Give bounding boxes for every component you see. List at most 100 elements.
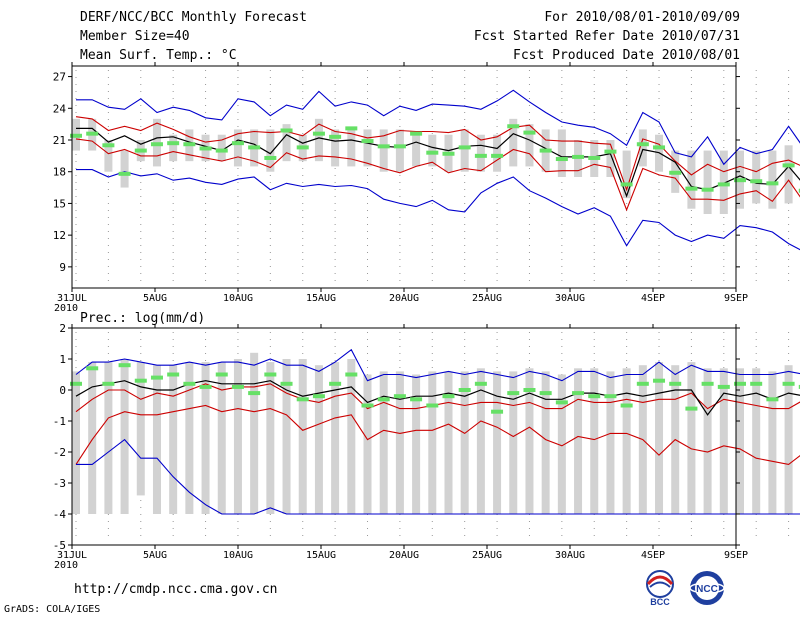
prec-median-mark	[167, 372, 180, 377]
chart-title: DERF/NCC/BCC Monthly Forecast	[80, 10, 307, 25]
temp-box	[525, 124, 534, 167]
prec-median-mark	[329, 381, 342, 386]
temp-box	[703, 150, 712, 214]
prec-median-mark	[669, 381, 682, 386]
temp-xtick-label: 15AUG	[306, 293, 336, 304]
prec-median-mark	[458, 388, 471, 392]
prec-median-mark	[523, 388, 536, 392]
prec-xtick-label: 15AUG	[306, 550, 336, 561]
prec-box	[379, 371, 388, 514]
temp-plot-frame	[71, 65, 737, 289]
temp-xtick-label: 10AUG	[223, 293, 253, 304]
prec-xtick-label: 25AUG	[472, 550, 502, 561]
prec-median-mark	[86, 366, 99, 371]
temp-median-mark	[296, 145, 309, 150]
prec-median-mark	[134, 378, 147, 383]
temp-ytick-label: 9	[59, 261, 66, 274]
temp-median-mark	[458, 145, 471, 150]
prec-median-mark	[442, 394, 455, 399]
prec-xtick-label: 10AUG	[223, 550, 253, 561]
prec-box	[525, 368, 534, 514]
prec-ytick-label: -5	[53, 539, 66, 552]
prec-box	[509, 371, 518, 514]
forecast-period: For 2010/08/01-2010/09/09	[544, 10, 740, 25]
prec-box	[152, 365, 161, 514]
fcst-started-date: Fcst Started Refer Date 2010/07/31	[473, 29, 740, 44]
temp-box	[460, 129, 469, 172]
temp-box	[412, 134, 421, 167]
temp-ytick-label: 24	[53, 102, 67, 115]
temp-xtick-label: 20AUG	[389, 293, 419, 304]
temp-median-mark	[507, 124, 520, 129]
ncc-logo-icon: NCC	[689, 571, 725, 605]
prec-median-mark	[377, 397, 390, 402]
temp-median-mark	[588, 155, 601, 160]
temp-median-mark	[782, 163, 795, 168]
temp-median-mark	[539, 148, 552, 153]
prec-median-mark	[636, 381, 649, 386]
temp-box	[428, 134, 437, 167]
prec-ytick-label: 2	[59, 322, 66, 335]
temp-median-mark	[798, 188, 800, 193]
temp-median-mark	[312, 131, 325, 136]
temp-median-mark	[750, 179, 763, 184]
prec-median-mark	[782, 381, 795, 386]
prec-median-mark	[572, 391, 585, 396]
prec-box	[347, 359, 356, 514]
prec-box	[363, 374, 372, 514]
prec-ytick-label: -3	[53, 477, 66, 490]
prec-box	[314, 365, 323, 514]
temp-median-mark	[264, 155, 277, 160]
temp-median-mark	[523, 130, 536, 135]
prec-box	[250, 352, 259, 514]
source-url[interactable]: http://cmdp.ncc.cma.gov.cn	[74, 582, 278, 597]
prec-line-mean	[75, 380, 800, 416]
prec-ytick-label: 1	[59, 353, 66, 366]
temp-median-mark	[183, 142, 196, 147]
prec-panel-title: Prec.: log(mm/d)	[80, 311, 205, 326]
temp-box	[784, 145, 793, 204]
prec-line-min	[76, 438, 800, 515]
temp-box	[476, 134, 485, 172]
prec-median-mark	[231, 384, 244, 389]
temp-median-mark	[555, 157, 568, 162]
temp-box	[363, 129, 372, 167]
temp-median-mark	[361, 139, 374, 144]
prec-box	[703, 368, 712, 514]
prec-median-mark	[766, 397, 779, 402]
prec-box	[752, 368, 761, 514]
temp-line-p10	[75, 138, 800, 212]
temp-median-mark	[215, 148, 228, 153]
prec-box	[331, 362, 340, 514]
temp-xtick-label: 31JUL	[57, 293, 87, 304]
temp-median-mark	[701, 187, 714, 192]
prec-year-label: 2010	[54, 560, 78, 571]
temp-box	[638, 129, 647, 167]
prec-median-mark	[199, 384, 212, 389]
temp-ytick-label: 15	[53, 197, 66, 210]
temp-median-mark	[410, 131, 423, 136]
prec-median-mark	[717, 384, 730, 389]
temp-median-mark	[150, 142, 163, 147]
prec-median-mark	[701, 381, 714, 386]
temp-median-mark	[329, 134, 342, 139]
temp-box	[493, 134, 502, 172]
temp-box	[557, 129, 566, 177]
temp-box	[379, 129, 388, 172]
prec-xtick-label: 5AUG	[143, 550, 167, 561]
prec-box	[120, 359, 129, 514]
prec-xtick-label: 31JUL	[57, 550, 87, 561]
prec-box	[185, 362, 194, 514]
temp-year-label: 2010	[54, 303, 78, 314]
prec-median-mark	[507, 391, 520, 396]
prec-box	[201, 362, 210, 514]
prec-box	[687, 362, 696, 514]
prec-box	[574, 368, 583, 514]
temp-box	[622, 150, 631, 199]
prec-box	[557, 374, 566, 514]
temp-median-mark	[717, 182, 730, 187]
temp-xtick-label: 30AUG	[555, 293, 585, 304]
prec-box	[72, 371, 80, 514]
temp-median-mark	[134, 148, 147, 153]
temp-ytick-label: 12	[53, 229, 66, 242]
